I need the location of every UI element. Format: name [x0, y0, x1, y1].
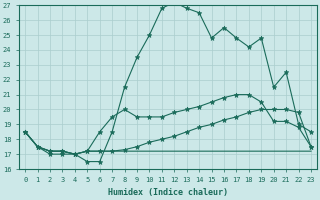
X-axis label: Humidex (Indice chaleur): Humidex (Indice chaleur)	[108, 188, 228, 197]
